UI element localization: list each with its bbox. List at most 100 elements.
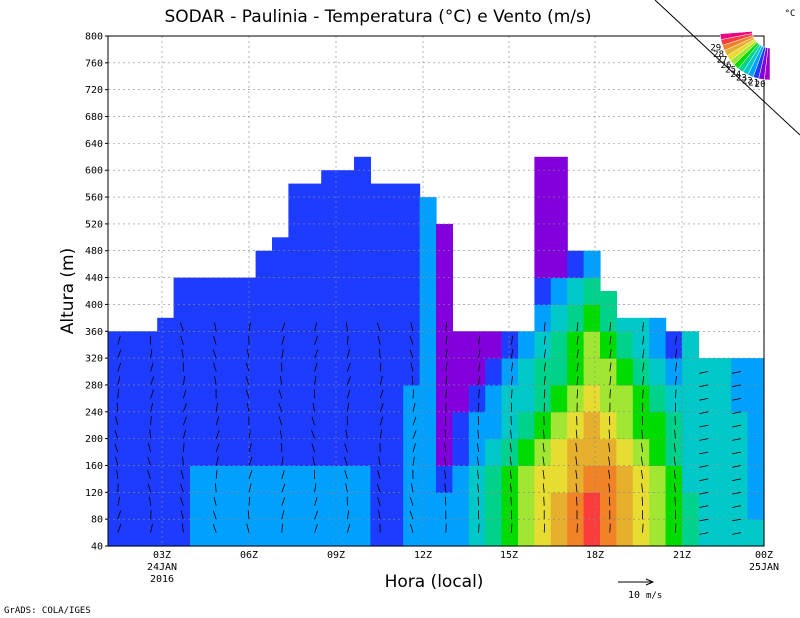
temperature-cell	[370, 183, 388, 198]
temperature-cell	[370, 197, 388, 225]
temperature-cell	[534, 492, 552, 520]
temperature-cell	[222, 384, 240, 413]
wind-arrow	[409, 336, 414, 345]
temperature-cell	[239, 384, 257, 413]
wind-arrow	[575, 469, 578, 479]
temperature-cell	[567, 519, 585, 547]
temperature-cell	[534, 465, 552, 493]
wind-arrow	[576, 335, 579, 345]
wind-arrow	[476, 456, 479, 466]
temperature-cell	[222, 304, 240, 332]
temperature-cell	[665, 465, 683, 493]
temperature-cell	[403, 384, 421, 413]
wind-arrow	[312, 456, 315, 466]
temperature-cell	[600, 358, 617, 386]
temperature-cell	[649, 384, 667, 413]
y-tick-label: 320	[85, 354, 103, 365]
wind-arrow	[378, 349, 381, 359]
wind-arrow	[214, 376, 217, 385]
temperature-cell	[173, 304, 191, 332]
wind-arrow	[409, 497, 414, 506]
temperature-cell	[600, 411, 617, 440]
wind-arrow	[183, 429, 186, 439]
temperature-cell	[255, 331, 273, 359]
temperature-cell	[452, 492, 470, 520]
temperature-cell	[419, 438, 437, 466]
temperature-cell	[190, 384, 207, 413]
temperature-cell	[501, 411, 519, 440]
wind-arrow	[344, 470, 348, 480]
y-tick-label: 520	[85, 219, 103, 230]
temperature-cell	[304, 183, 322, 198]
temperature-cell	[419, 331, 437, 359]
temperature-cell	[649, 465, 667, 493]
temperature-cell	[321, 384, 339, 413]
wind-arrow	[543, 523, 546, 533]
y-tick-label: 480	[85, 246, 103, 257]
wind-arrow	[444, 483, 447, 493]
wind-arrow	[732, 532, 742, 535]
wind-arrow	[699, 384, 709, 388]
temperature-cell	[436, 519, 453, 547]
wind-arrow	[379, 389, 384, 399]
wind-arrow	[732, 518, 742, 522]
temperature-cell	[337, 492, 355, 520]
temperature-cell	[337, 170, 355, 198]
temperature-cell	[501, 358, 519, 386]
temperature-cell	[682, 411, 699, 440]
temperature-cell	[272, 465, 289, 493]
temperature-cell	[370, 465, 388, 493]
wind-arrow	[699, 491, 709, 495]
wind-arrow	[640, 456, 643, 466]
temperature-cell	[337, 197, 355, 225]
temperature-cell	[616, 317, 634, 332]
temperature-cell	[370, 277, 388, 305]
wind-arrow	[314, 496, 318, 506]
temperature-cell	[386, 411, 404, 440]
wind-arrow	[543, 375, 546, 385]
wind-arrow	[510, 429, 512, 439]
wind-arrow	[150, 362, 154, 372]
temperature-cell	[354, 223, 371, 252]
temperature-cell	[173, 358, 191, 386]
wind-arrow	[248, 483, 252, 493]
wind-arrow	[608, 429, 611, 439]
temperature-cell	[140, 331, 158, 359]
temperature-cell	[370, 223, 388, 252]
temperature-cell	[354, 438, 371, 466]
temperature-cell	[386, 197, 404, 225]
temperature-cell	[124, 492, 142, 520]
temperature-cell	[108, 411, 125, 440]
temperature-cell	[534, 411, 552, 440]
x-tick-sublabel: 24JAN	[147, 562, 177, 573]
temperature-cell	[747, 492, 765, 520]
wind-arrow	[478, 335, 481, 345]
temperature-cell	[534, 331, 552, 359]
wind-arrow	[117, 349, 122, 359]
temperature-cell	[304, 384, 322, 413]
temperature-cell	[140, 519, 158, 547]
wind-arrow	[117, 496, 121, 506]
wind-arrow	[248, 443, 252, 453]
temperature-cell	[354, 384, 371, 413]
wind-arrow	[509, 443, 512, 453]
temperature-cell	[190, 519, 207, 547]
wind-arrow	[314, 362, 318, 372]
wind-arrow	[215, 416, 220, 426]
wind-arrow	[412, 389, 415, 399]
wind-arrow	[183, 375, 186, 385]
y-tick-labels: 40 80 120 160 200 240 280 320 360 400 440 480 520 560…	[85, 32, 108, 553]
temperature-cell	[255, 411, 273, 440]
temperature-cell	[649, 492, 667, 520]
temperature-cell	[534, 384, 552, 413]
temperature-cell	[304, 277, 322, 305]
temperature-cell	[370, 492, 388, 520]
temperature-cell	[304, 304, 322, 332]
x-tick-label: 03Z	[153, 550, 171, 561]
wind-arrow	[183, 416, 187, 426]
wind-arrow	[576, 496, 578, 506]
temperature-cell	[485, 411, 503, 440]
temperature-cell	[600, 492, 617, 520]
wind-arrow	[117, 523, 122, 533]
wind-arrow	[409, 349, 414, 359]
